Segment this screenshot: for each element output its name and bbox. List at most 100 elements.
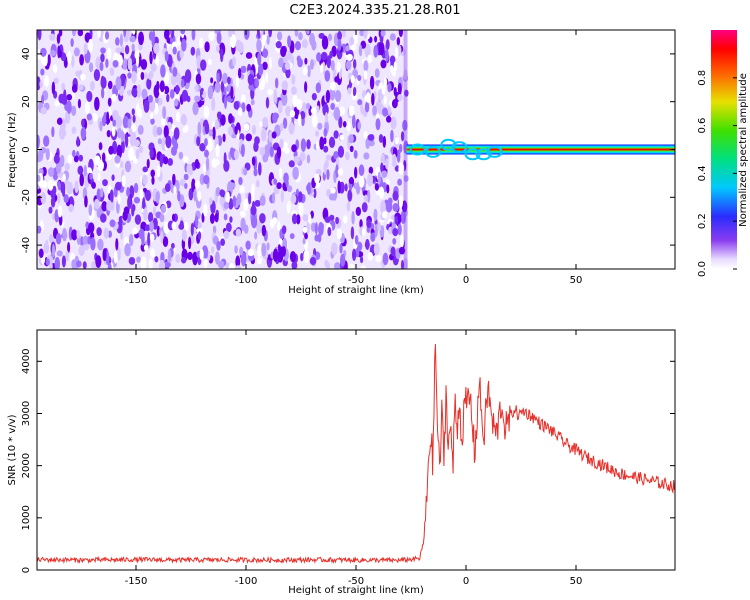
noise-speckle <box>273 89 278 103</box>
noise-speckle <box>150 118 155 125</box>
noise-speckle <box>159 259 166 269</box>
noise-speckle <box>97 172 101 182</box>
noise-speckle <box>120 131 125 143</box>
noise-speckle <box>163 85 170 95</box>
noise-speckle <box>286 200 291 214</box>
noise-speckle <box>320 51 328 61</box>
noise-speckle <box>152 125 159 138</box>
noise-speckle <box>389 33 396 41</box>
noise-speckle <box>292 166 299 180</box>
noise-speckle <box>215 121 220 130</box>
noise-speckle <box>355 206 362 217</box>
noise-speckle <box>377 222 382 232</box>
noise-speckle <box>140 58 148 70</box>
noise-speckle <box>66 181 73 195</box>
noise-speckle <box>295 188 299 196</box>
noise-speckle <box>117 126 122 139</box>
noise-speckle <box>57 180 61 191</box>
noise-speckle <box>331 242 338 256</box>
noise-speckle <box>74 180 79 194</box>
noise-speckle <box>54 257 61 269</box>
noise-speckle <box>374 223 378 238</box>
noise-speckle <box>188 188 194 201</box>
noise-speckle <box>212 126 216 140</box>
noise-speckle <box>365 238 370 250</box>
noise-speckle <box>43 242 50 254</box>
noise-speckle <box>325 89 331 104</box>
noise-speckle <box>178 151 184 160</box>
noise-speckle <box>328 193 336 201</box>
noise-speckle <box>43 135 50 147</box>
noise-speckle <box>160 204 167 214</box>
snr-y-tick-label: 3000 <box>21 401 32 426</box>
noise-speckle <box>324 70 331 82</box>
noise-speckle <box>380 30 386 37</box>
noise-speckle <box>371 93 375 106</box>
noise-speckle <box>251 200 255 214</box>
noise-speckle <box>107 262 112 269</box>
noise-speckle <box>223 201 230 210</box>
noise-speckle <box>324 112 329 124</box>
noise-speckle <box>37 225 42 234</box>
noise-speckle <box>37 76 41 91</box>
noise-speckle <box>330 187 336 194</box>
noise-speckle <box>373 45 379 58</box>
noise-speckle <box>200 59 207 71</box>
noise-speckle <box>306 30 310 35</box>
noise-speckle <box>106 129 111 138</box>
noise-speckle <box>265 72 269 84</box>
noise-speckle <box>240 217 246 231</box>
noise-speckle <box>56 33 61 44</box>
noise-speckle <box>280 188 284 203</box>
noise-speckle <box>345 151 350 161</box>
noise-speckle <box>71 105 77 116</box>
noise-speckle <box>276 146 282 159</box>
noise-speckle <box>179 178 186 187</box>
noise-speckle <box>334 76 340 83</box>
noise-speckle <box>404 89 409 97</box>
noise-speckle <box>199 248 204 261</box>
noise-speckle <box>82 235 89 245</box>
noise-speckle <box>398 30 404 38</box>
noise-speckle <box>246 103 252 112</box>
noise-speckle <box>140 256 147 269</box>
noise-speckle <box>127 195 132 210</box>
noise-speckle <box>138 31 145 46</box>
noise-speckle <box>262 48 269 59</box>
noise-speckle <box>298 202 304 217</box>
noise-speckle <box>367 189 371 203</box>
noise-speckle <box>236 193 242 206</box>
noise-speckle <box>359 256 364 264</box>
noise-speckle <box>115 115 122 129</box>
noise-speckle <box>131 87 138 97</box>
colorbar-tick-label: 0.0 <box>697 261 708 277</box>
noise-speckle <box>127 57 133 71</box>
noise-speckle <box>286 185 293 193</box>
noise-speckle <box>307 182 311 195</box>
noise-speckle <box>67 51 72 64</box>
noise-speckle <box>163 30 170 40</box>
noise-speckle <box>147 232 151 247</box>
noise-speckle <box>381 85 386 95</box>
noise-speckle <box>398 162 405 175</box>
noise-speckle <box>115 181 122 191</box>
noise-speckle <box>47 167 55 177</box>
noise-speckle <box>96 208 101 218</box>
noise-speckle <box>363 152 370 160</box>
noise-speckle <box>211 246 215 254</box>
noise-speckle <box>281 80 288 91</box>
noise-speckle <box>268 30 273 38</box>
noise-speckle <box>225 222 232 233</box>
noise-speckle <box>61 93 68 106</box>
noise-speckle <box>77 165 84 176</box>
noise-speckle <box>265 97 270 109</box>
noise-speckle <box>245 52 253 59</box>
noise-speckle <box>171 213 176 222</box>
snr-x-label: Height of straight line (km) <box>288 585 424 596</box>
noise-speckle <box>73 155 79 163</box>
noise-speckle <box>66 94 73 101</box>
noise-speckle <box>91 113 98 122</box>
noise-speckle <box>40 106 47 115</box>
noise-speckle <box>55 161 62 174</box>
noise-speckle <box>51 126 55 138</box>
